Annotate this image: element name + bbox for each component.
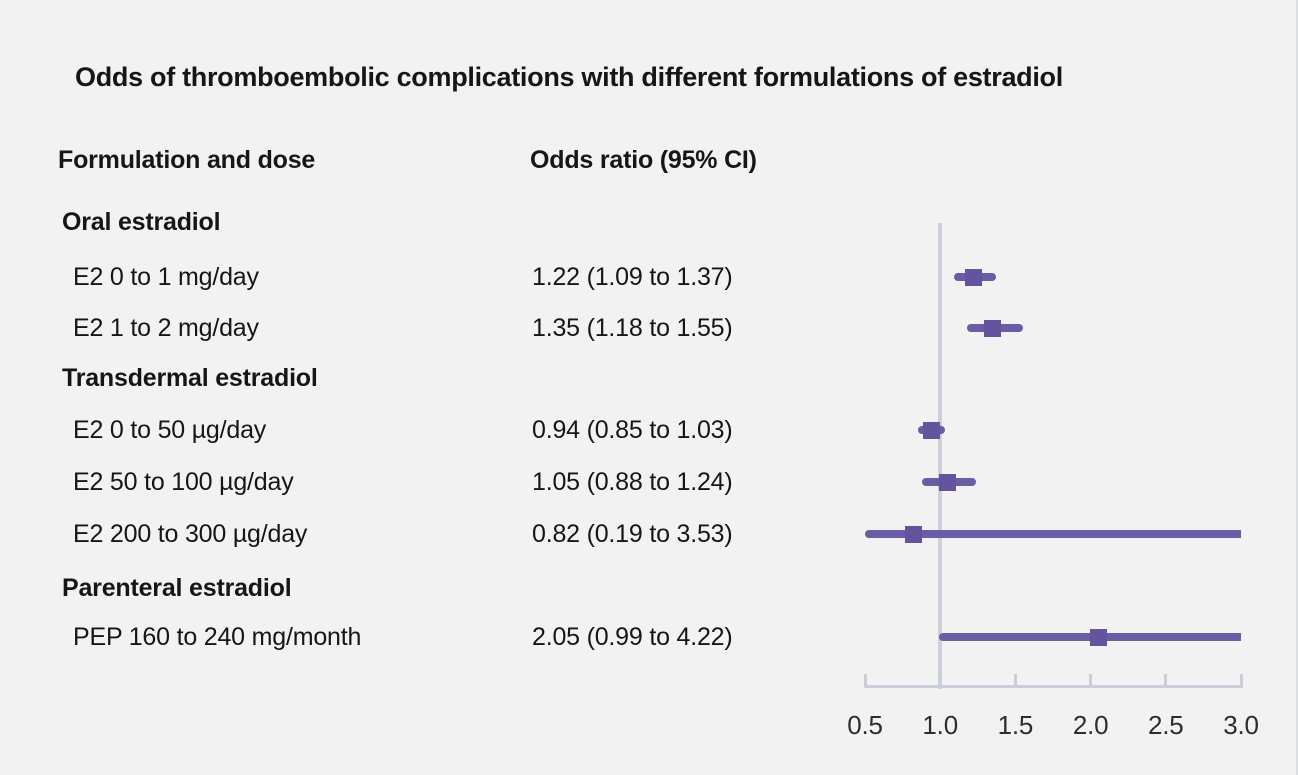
column-header-odds-ratio: Odds ratio (95% CI): [530, 146, 757, 174]
row-label: E2 200 to 300 µg/day: [73, 520, 308, 548]
x-axis-tick: [1239, 674, 1243, 688]
x-axis-tick-label: 3.0: [1223, 710, 1259, 740]
row-or-value: 0.82 (0.19 to 3.53): [532, 520, 733, 548]
x-axis-tick: [863, 674, 867, 688]
x-axis-line: [864, 685, 1243, 688]
point-estimate-marker: [1089, 628, 1107, 646]
row-label: E2 50 to 100 µg/day: [73, 468, 294, 496]
row-label: E2 0 to 1 mg/day: [73, 263, 259, 291]
group-label: Transdermal estradiol: [62, 364, 318, 392]
screen-right-edge: [1296, 0, 1298, 775]
x-axis-tick-label: 1.5: [997, 710, 1034, 740]
x-axis-tick: [1089, 674, 1093, 688]
x-axis-tick: [938, 674, 942, 688]
point-estimate-marker: [904, 525, 922, 543]
row-or-value: 1.22 (1.09 to 1.37): [532, 263, 733, 291]
x-axis-tick-label: 2.5: [1148, 710, 1184, 740]
row-or-value: 1.05 (0.88 to 1.24): [532, 468, 733, 496]
point-estimate-marker: [922, 421, 940, 439]
row-or-value: 2.05 (0.99 to 4.22): [532, 623, 733, 651]
point-estimate-marker: [964, 268, 982, 286]
x-axis-tick: [1164, 674, 1168, 688]
ci-line: [865, 530, 1241, 538]
x-axis-tick-label: 1.0: [922, 710, 958, 740]
row-label: PEP 160 to 240 mg/month: [73, 623, 362, 651]
row-or-value: 0.94 (0.85 to 1.03): [532, 416, 733, 444]
column-header-formulation: Formulation and dose: [58, 146, 316, 174]
group-label: Oral estradiol: [62, 208, 221, 236]
reference-line: [938, 223, 943, 689]
figure-title: Odds of thromboembolic complications wit…: [75, 62, 1063, 92]
row-label: E2 1 to 2 mg/day: [73, 314, 259, 342]
point-estimate-marker: [984, 319, 1002, 337]
row-or-value: 1.35 (1.18 to 1.55): [532, 314, 733, 342]
group-label: Parenteral estradiol: [62, 574, 292, 602]
x-axis-tick-label: 0.5: [847, 710, 883, 740]
x-axis-tick: [1013, 674, 1017, 688]
x-axis-tick-label: 2.0: [1072, 710, 1109, 740]
row-label: E2 0 to 50 µg/day: [73, 416, 267, 444]
point-estimate-marker: [939, 473, 957, 491]
